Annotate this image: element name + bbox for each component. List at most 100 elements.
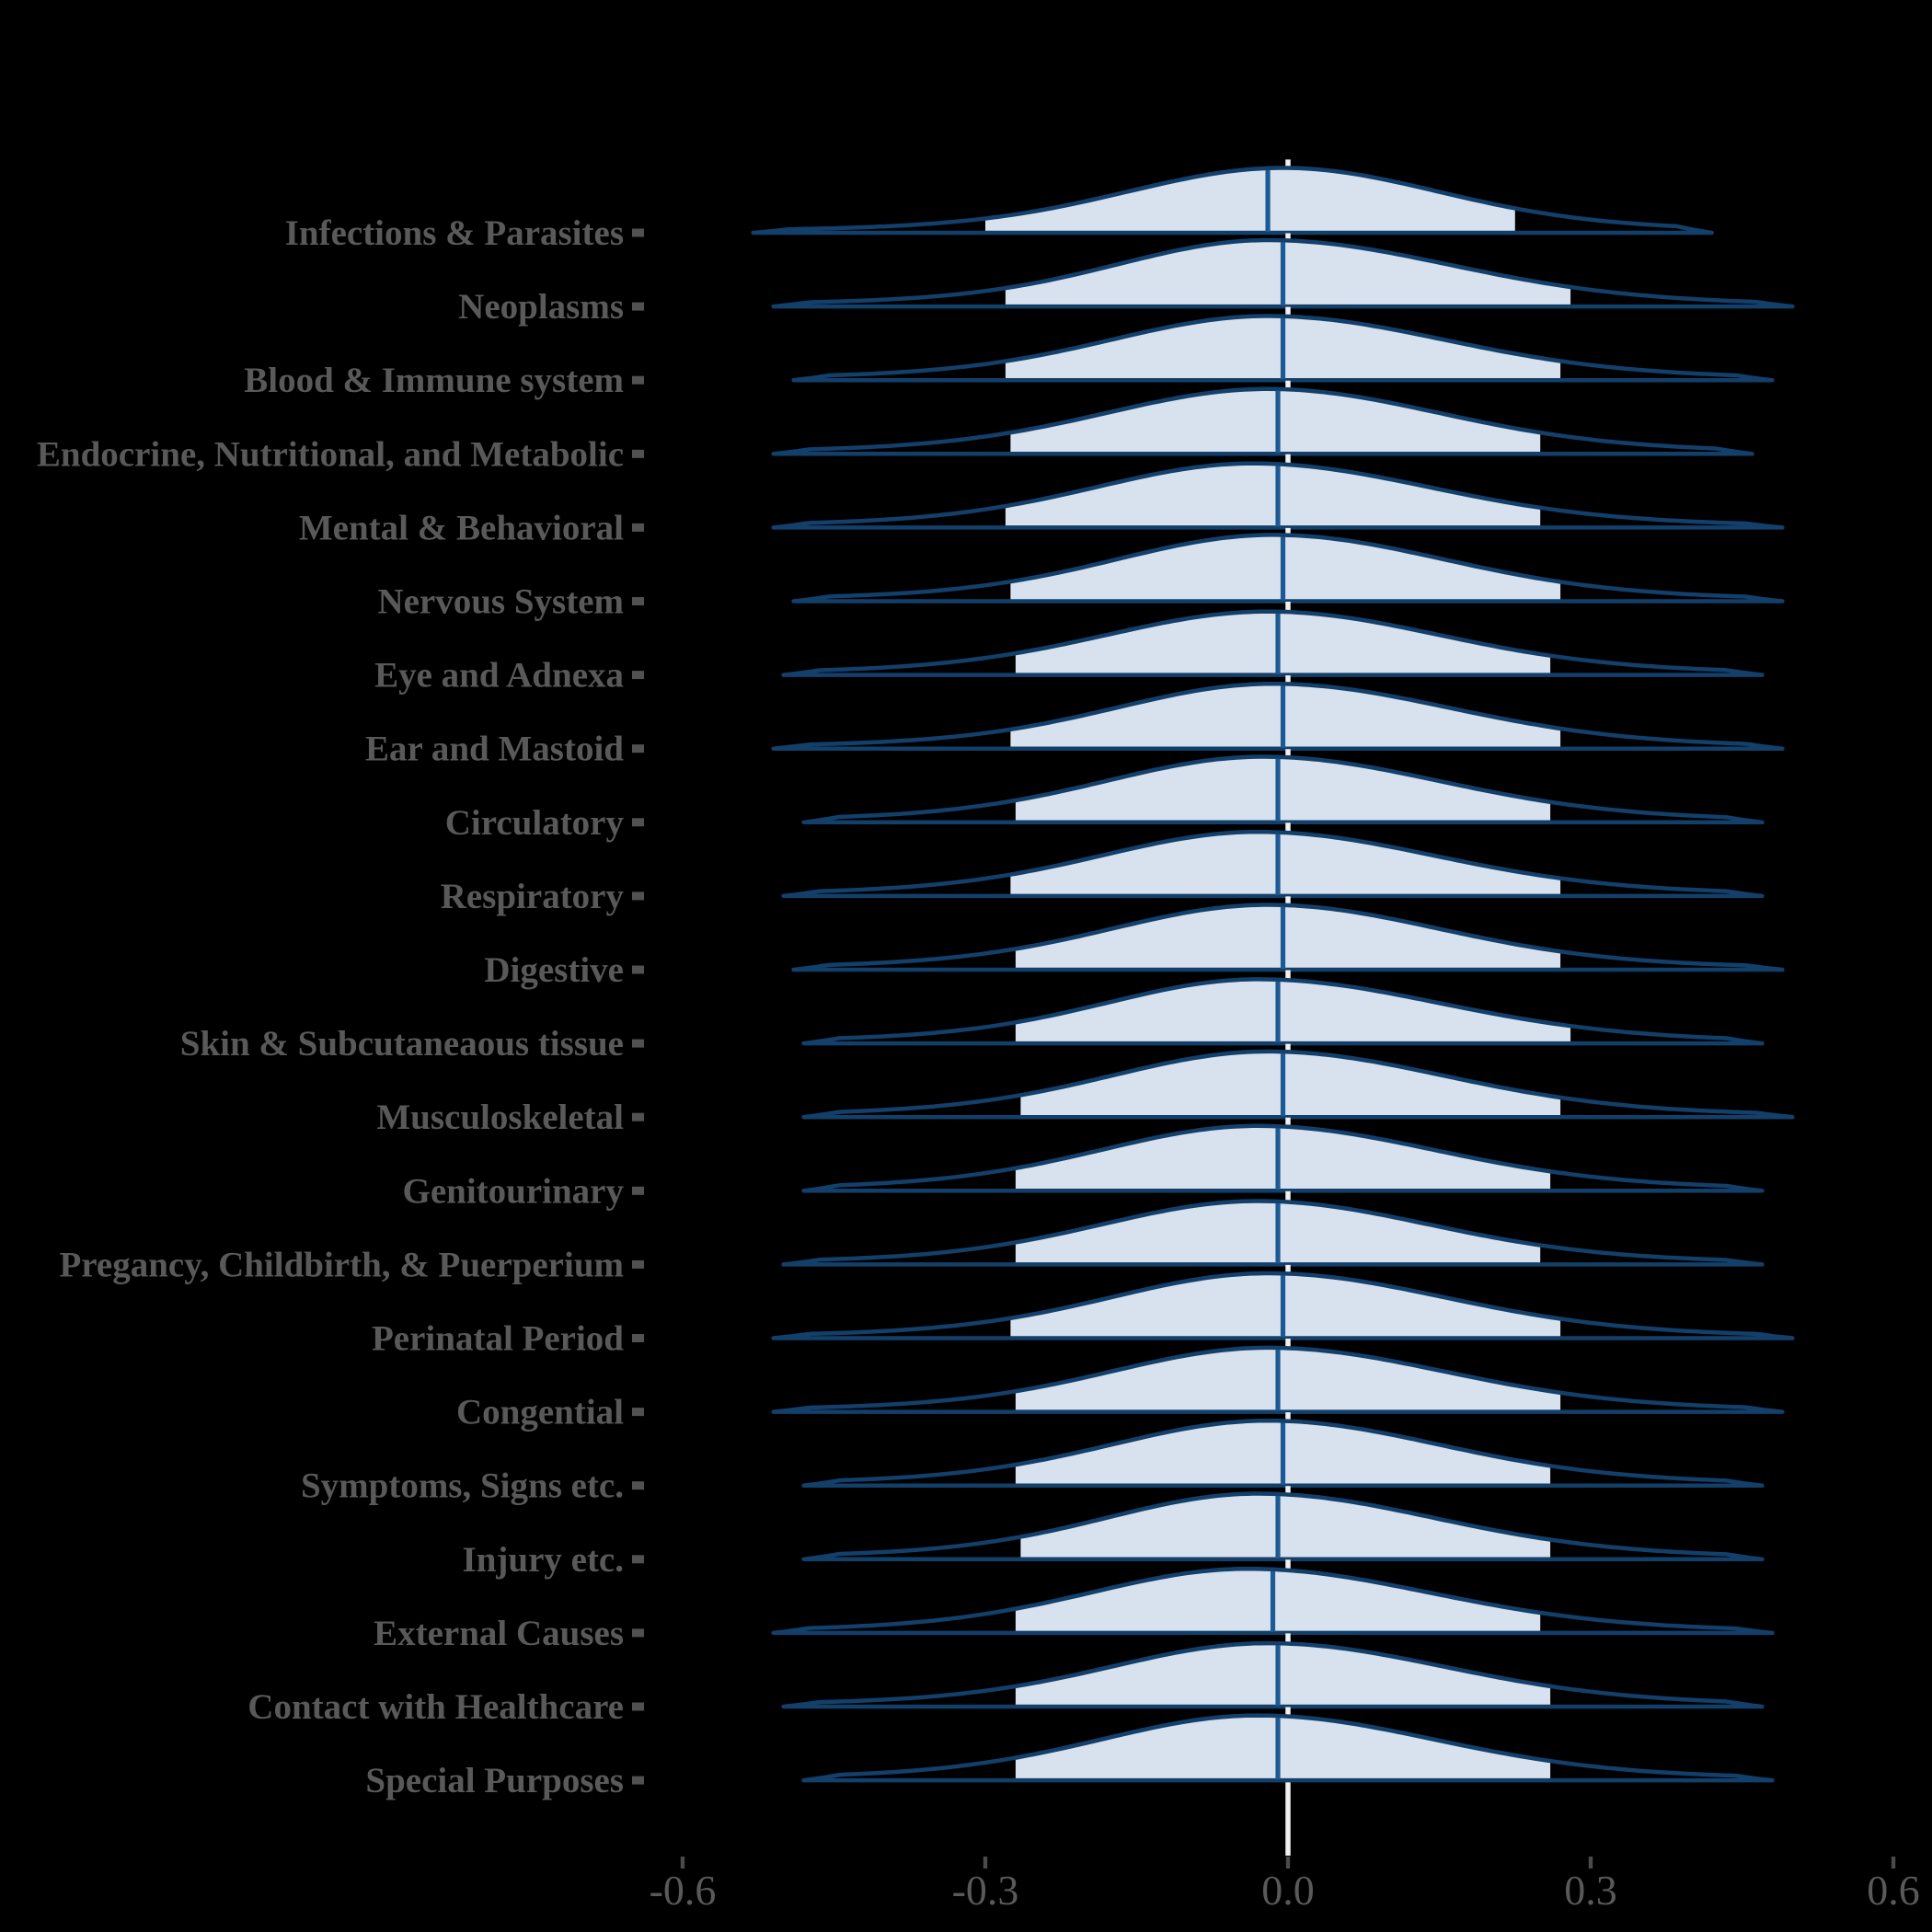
y-axis-tick-mark: [632, 1039, 644, 1048]
row-pregancy-childbirth-puerperium: Pregancy, Childbirth, & Puerperium: [59, 1190, 1765, 1284]
row-skin-subcutaneaous-tissue: Skin & Subcutaneaous tissue: [180, 970, 1765, 1064]
density-quantile-fill: [1015, 979, 1571, 1044]
density-outline: [801, 754, 1765, 825]
category-label: Ear and Mastoid: [365, 730, 624, 769]
y-axis-tick-mark: [632, 597, 644, 605]
x-axis-tick-mark: [1891, 1857, 1896, 1869]
x-axis: -0.6 -0.3 0.0 0.3 0.6: [650, 1781, 1920, 1914]
density-quantile-fill: [1010, 535, 1561, 602]
row-musculoskeletal: Musculoskeletal: [376, 1043, 1795, 1137]
density-outline: [771, 386, 1754, 456]
row-contact-with-healthcare: Contact with Healthcare: [247, 1633, 1765, 1727]
row-eye-and-adnexa: Eye and Adnexa: [374, 602, 1765, 696]
density-outline: [801, 977, 1765, 1046]
category-label: Blood & Immune system: [244, 361, 624, 400]
category-label: Neoplasms: [458, 287, 624, 327]
category-label: Infections & Parasites: [285, 213, 624, 253]
y-axis-tick-mark: [632, 1628, 644, 1638]
density-outline: [781, 1640, 1765, 1709]
category-label: Musculoskeletal: [376, 1098, 624, 1137]
category-label: External Causes: [374, 1614, 624, 1653]
density-outline: [791, 903, 1785, 972]
category-label: Perinatal Period: [372, 1319, 624, 1359]
x-axis-tick-label: 0.6: [1867, 1867, 1920, 1914]
density-outline: [801, 1123, 1765, 1193]
category-label: Circulatory: [445, 803, 625, 843]
category-label: Endocrine, Nutritional, and Metabolic: [37, 434, 624, 474]
density-outline: [791, 314, 1775, 383]
y-axis-tick-mark: [632, 1334, 644, 1342]
density-quantile-fill: [1010, 684, 1561, 749]
category-label: Symptoms, Signs etc.: [301, 1466, 624, 1506]
x-axis-tick-label: -0.3: [952, 1867, 1019, 1914]
density-outline: [771, 681, 1785, 751]
x-axis-tick-mark: [1588, 1857, 1593, 1869]
density-quantile-fill: [985, 167, 1515, 233]
y-axis-tick-mark: [632, 1481, 644, 1490]
y-axis-tick-mark: [632, 1776, 644, 1785]
density-outline: [771, 1271, 1795, 1340]
category-label: Injury etc.: [463, 1540, 624, 1580]
row-respiratory: Respiratory: [441, 822, 1765, 916]
density-quantile-fill: [1015, 1569, 1541, 1633]
y-axis-tick-mark: [632, 523, 644, 532]
y-axis-tick-mark: [632, 671, 644, 680]
density-quantile-fill: [1015, 1715, 1551, 1781]
density-outline: [771, 461, 1785, 530]
density-outline: [781, 1199, 1765, 1267]
row-circulatory: Circulatory: [445, 749, 1765, 843]
y-axis-tick-mark: [632, 818, 644, 827]
row-blood-immune-system: Blood & Immune system: [244, 306, 1775, 400]
x-axis-tick-label: 0.3: [1564, 1867, 1617, 1914]
x-axis-tick-label: -0.6: [650, 1867, 717, 1914]
y-axis-tick-mark: [632, 228, 644, 237]
density-quantile-fill: [1010, 832, 1561, 896]
y-axis-tick-mark: [632, 1112, 644, 1121]
category-label: Congential: [456, 1393, 624, 1432]
y-axis-tick-mark: [632, 965, 644, 974]
category-label: Respiratory: [441, 877, 625, 916]
category-label: Special Purposes: [365, 1761, 624, 1800]
x-axis-tick-label: 0.0: [1261, 1867, 1315, 1914]
category-label: Eye and Adnexa: [374, 656, 624, 696]
y-axis-tick-mark: [632, 1186, 644, 1195]
y-axis-tick-mark: [632, 449, 644, 458]
y-axis-tick-mark: [632, 302, 644, 311]
y-axis-tick-mark: [632, 1555, 644, 1564]
x-axis-tick-mark: [1285, 1857, 1291, 1869]
y-axis-tick-mark: [632, 744, 644, 753]
density-outline: [781, 609, 1765, 677]
row-special-purposes: Special Purposes: [365, 1707, 1775, 1800]
category-label: Skin & Subcutaneaous tissue: [180, 1024, 624, 1064]
row-symptoms-signs-etc: Symptoms, Signs etc.: [301, 1412, 1765, 1506]
density-outline: [771, 1566, 1775, 1636]
density-outline: [801, 1491, 1765, 1562]
density-outline: [771, 237, 1795, 309]
row-congential: Congential: [456, 1339, 1785, 1432]
y-axis-tick-mark: [632, 1702, 644, 1711]
row-neoplasms: Neoplasms: [458, 233, 1795, 327]
density-outline: [751, 166, 1714, 236]
row-nervous-system: Nervous System: [377, 527, 1785, 622]
density-quantile-fill: [1015, 1125, 1551, 1191]
density-quantile-fill: [1020, 1051, 1561, 1118]
density-outline: [771, 1345, 1785, 1414]
density-quantile-fill: [1020, 1493, 1551, 1559]
category-label: Digestive: [484, 950, 624, 990]
row-perinatal-period: Perinatal Period: [372, 1264, 1795, 1359]
row-external-causes: External Causes: [374, 1559, 1775, 1653]
y-axis-tick-mark: [632, 1408, 644, 1417]
row-digestive: Digestive: [484, 896, 1785, 990]
density-outline: [791, 533, 1785, 604]
y-axis-tick-mark: [632, 891, 644, 901]
density-quantile-fill: [1005, 240, 1571, 307]
row-ear-and-mastoid: Ear and Mastoid: [365, 675, 1785, 769]
row-infections-parasites: Infections & Parasites: [285, 159, 1714, 253]
x-axis-tick-mark: [680, 1857, 685, 1869]
density-outline: [781, 829, 1765, 899]
y-axis-tick-mark: [632, 375, 644, 385]
density-outline: [801, 1049, 1795, 1120]
category-label: Nervous System: [377, 582, 624, 622]
